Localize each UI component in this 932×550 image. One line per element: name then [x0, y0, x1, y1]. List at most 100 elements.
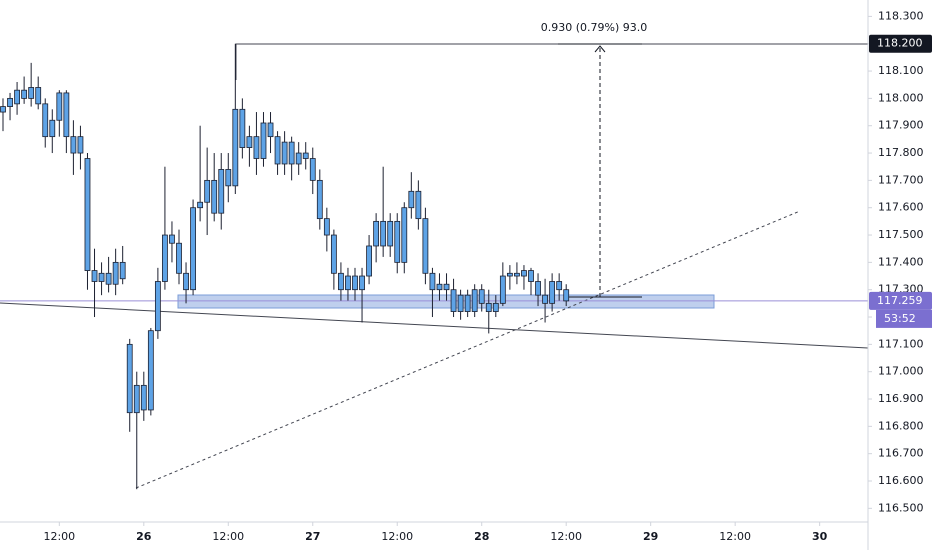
candle-body	[260, 122, 267, 159]
candle-body	[302, 152, 309, 159]
x-tick-label: 12:00	[550, 530, 582, 543]
candle-body	[91, 270, 98, 282]
candle-body	[549, 281, 556, 304]
candle-body	[0, 106, 6, 113]
candle-body	[359, 275, 365, 291]
candle-body	[316, 179, 323, 220]
candle-body	[274, 136, 281, 165]
last-price-label-box	[869, 291, 932, 310]
y-tick-label: 117.900	[878, 119, 924, 132]
candle-body	[35, 87, 42, 105]
trend-line	[0, 302, 869, 349]
candle-body	[352, 275, 358, 291]
candle-body	[267, 122, 274, 138]
candle-body	[56, 92, 63, 121]
candle-body	[281, 141, 288, 165]
candle-body	[478, 289, 485, 304]
candle-body	[443, 283, 450, 291]
candle-body	[514, 272, 520, 277]
y-tick-label: 117.800	[878, 146, 924, 159]
candle-body	[366, 245, 372, 277]
support-zone	[177, 294, 715, 309]
candle-body	[492, 302, 499, 312]
y-tick-label: 118.000	[878, 91, 924, 104]
y-tick-label: 116.500	[878, 501, 924, 514]
arrow-head	[594, 45, 606, 53]
candle-body	[7, 97, 13, 107]
candle-body	[147, 330, 154, 411]
countdown-box	[876, 309, 932, 328]
candle-body	[154, 281, 161, 332]
candle-body	[338, 272, 344, 291]
candle-body	[190, 207, 196, 291]
candles	[0, 43, 868, 490]
candle-body	[211, 179, 218, 214]
candle-body	[309, 158, 316, 181]
measure-text: 0.930 (0.79%) 93.0	[541, 21, 648, 34]
x-tick-label: 28	[474, 530, 489, 543]
candle-body	[521, 270, 527, 277]
candle-body	[288, 141, 295, 165]
candle-body	[542, 294, 548, 304]
x-tick-label: 26	[136, 530, 152, 543]
candle-body	[197, 201, 204, 209]
x-tick-label: 12:00	[381, 530, 413, 543]
candle-body	[408, 190, 415, 209]
y-tick-label: 116.700	[878, 447, 924, 460]
y-tick-label: 117.700	[878, 173, 924, 186]
candle-body	[429, 272, 436, 291]
candle-body	[98, 272, 105, 282]
candle-body	[528, 270, 534, 282]
candle-body	[295, 152, 302, 165]
candle-body	[49, 119, 56, 138]
candle-body	[253, 136, 260, 159]
candle-body	[42, 103, 49, 138]
x-tick-label: 12:00	[212, 530, 244, 543]
x-tick-label: 12:00	[719, 530, 751, 543]
candle-body	[63, 92, 70, 138]
candle-body	[563, 289, 570, 302]
y-tick-label: 116.900	[878, 392, 924, 405]
y-tick-label: 117.500	[878, 228, 924, 241]
x-tick-label: 12:00	[43, 530, 75, 543]
candle-body	[422, 218, 429, 274]
drawings: 0.930 (0.79%) 93.0	[0, 21, 869, 489]
candle-body	[535, 281, 541, 296]
candle-body	[105, 272, 112, 285]
x-tick-label: 27	[305, 530, 320, 543]
candle-body	[70, 136, 77, 154]
candle-body	[162, 234, 168, 282]
y-tick-label: 117.600	[878, 201, 924, 214]
candle-body	[239, 108, 246, 148]
candle-body	[556, 281, 563, 291]
x-tick-label: 30	[812, 530, 828, 543]
candle-body	[506, 272, 513, 277]
y-tick-label: 116.800	[878, 419, 924, 432]
candle-body	[457, 294, 464, 312]
candle-body	[394, 220, 401, 263]
candle-body	[401, 207, 408, 263]
candle-body	[387, 220, 394, 247]
y-tick-label: 117.100	[878, 337, 924, 350]
candle-body	[218, 169, 225, 214]
candle-body	[183, 272, 189, 291]
level-label-box	[869, 34, 932, 53]
candle-body	[436, 283, 443, 291]
x-tick-label: 29	[643, 530, 658, 543]
candle-body	[415, 190, 422, 220]
candle-body	[464, 294, 471, 312]
candle-body	[14, 89, 20, 105]
y-tick-label: 118.300	[878, 9, 924, 22]
candle-body	[28, 87, 35, 99]
candle-body	[204, 179, 211, 203]
candle-body	[471, 289, 478, 312]
candle-body	[133, 384, 140, 414]
candle-body	[499, 275, 506, 304]
candle-body	[323, 218, 330, 236]
y-tick-label: 116.600	[878, 474, 924, 487]
candle-body	[140, 384, 147, 411]
candle-body	[169, 234, 175, 244]
level-label: 118.200	[877, 37, 923, 50]
